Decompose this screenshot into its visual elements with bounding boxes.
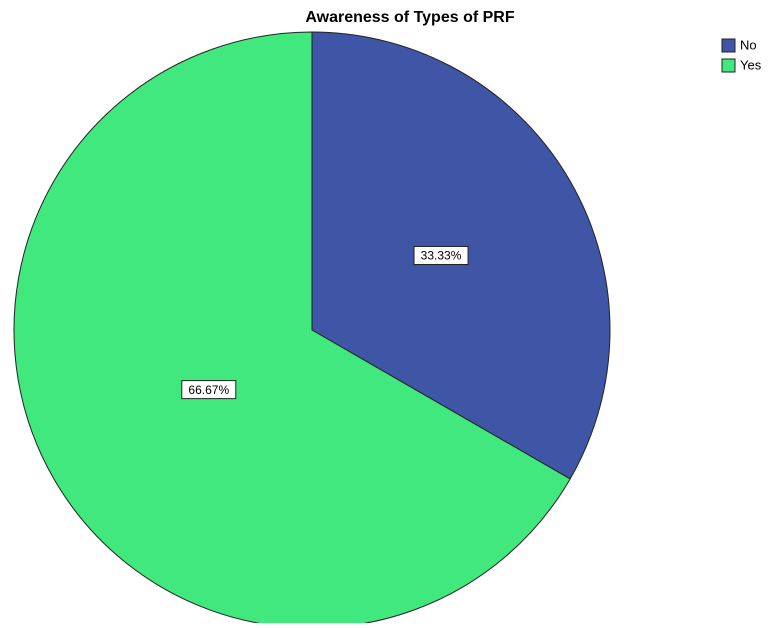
legend-label: Yes [740,57,762,72]
data-label-box [181,380,237,400]
data-label: 33.33% [421,249,462,263]
data-label: 66.67% [188,383,229,397]
legend-swatch [721,58,736,73]
legend-swatch [721,38,736,53]
legend-label: No [740,37,757,52]
data-label-box [413,245,469,265]
pie-slice [13,31,571,628]
chart-title: Awareness of Types of PRF [305,9,514,26]
